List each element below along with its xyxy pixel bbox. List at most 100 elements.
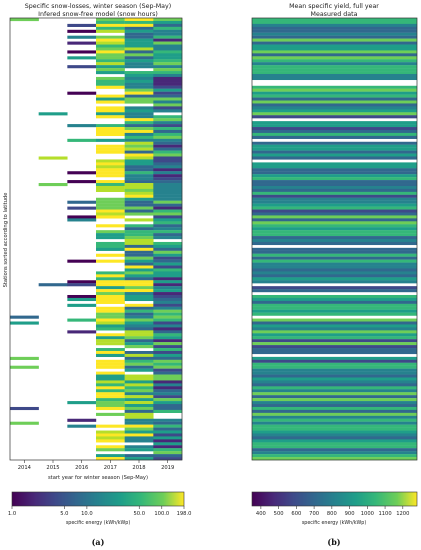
heat-cell bbox=[252, 215, 417, 219]
heat-cell bbox=[252, 277, 417, 281]
heat-cell bbox=[124, 35, 154, 39]
panel-b-frame bbox=[251, 17, 418, 461]
heat-cell bbox=[96, 383, 125, 387]
heat-cell bbox=[67, 318, 97, 322]
heat-cell bbox=[252, 336, 417, 340]
heat-cell bbox=[96, 129, 125, 134]
heat-cell bbox=[153, 206, 183, 210]
heat-cell bbox=[153, 365, 183, 369]
heat-cell bbox=[124, 26, 154, 30]
heat-cell bbox=[96, 353, 125, 358]
heat-cell bbox=[153, 445, 183, 449]
panel-a-x-ticks: 2014 2015 2016 2017 2018 2019 bbox=[18, 460, 174, 471]
heat-cell bbox=[153, 171, 183, 175]
heat-cell bbox=[96, 297, 125, 302]
heat-cell bbox=[252, 180, 417, 184]
heat-cell bbox=[124, 138, 154, 142]
heat-cell bbox=[153, 56, 183, 60]
heat-cell bbox=[124, 292, 154, 296]
heat-cell bbox=[96, 406, 125, 411]
heat-cell bbox=[124, 171, 154, 175]
heat-cell bbox=[96, 171, 125, 175]
heat-cell bbox=[96, 333, 125, 337]
panel-a-title: Specific snow-losses, winter season (Sep… bbox=[25, 3, 171, 10]
heat-cell bbox=[124, 259, 154, 263]
colorbar-tick-label: 500 bbox=[274, 511, 284, 517]
heat-cell bbox=[124, 147, 154, 151]
heat-cell bbox=[96, 206, 125, 210]
heat-cell bbox=[124, 418, 154, 422]
heat-cell bbox=[252, 324, 417, 328]
heat-cell bbox=[252, 442, 417, 446]
heat-cell bbox=[124, 23, 154, 27]
heat-cell bbox=[153, 345, 183, 349]
heat-cell bbox=[96, 300, 125, 304]
heat-cell bbox=[96, 324, 125, 328]
heat-cell bbox=[153, 168, 183, 172]
heat-cell bbox=[153, 103, 183, 107]
heat-cell bbox=[153, 65, 183, 69]
heat-cell bbox=[10, 356, 39, 360]
heat-cell bbox=[124, 141, 154, 145]
heat-cell bbox=[153, 348, 183, 352]
heat-cell bbox=[96, 188, 125, 193]
heat-cell bbox=[96, 127, 125, 131]
heat-cell bbox=[96, 286, 125, 290]
heat-cell bbox=[252, 162, 417, 166]
heat-cell bbox=[124, 109, 154, 113]
heat-cell bbox=[153, 277, 183, 281]
heat-cell bbox=[124, 412, 154, 416]
heat-cell bbox=[96, 76, 125, 81]
heat-cell bbox=[153, 185, 183, 190]
heat-cell bbox=[124, 439, 154, 443]
heat-cell bbox=[153, 224, 183, 228]
heat-cell bbox=[67, 171, 97, 175]
heat-cell bbox=[96, 342, 125, 346]
heat-cell bbox=[96, 59, 125, 63]
heat-cell bbox=[124, 174, 154, 178]
heat-cell bbox=[153, 138, 183, 142]
heat-cell bbox=[252, 85, 417, 89]
heat-cell bbox=[124, 445, 154, 449]
heat-cell bbox=[124, 144, 154, 148]
heat-cell bbox=[124, 203, 154, 207]
heat-cell bbox=[252, 250, 417, 254]
heat-cell bbox=[153, 71, 183, 75]
heat-cell bbox=[124, 362, 154, 366]
heat-cell bbox=[252, 418, 417, 422]
heat-cell bbox=[10, 406, 39, 411]
heat-cell bbox=[96, 412, 125, 416]
heat-cell bbox=[153, 124, 183, 128]
heat-cell bbox=[153, 265, 183, 269]
heat-cell bbox=[252, 18, 417, 22]
heat-cell bbox=[252, 156, 417, 160]
heat-cell bbox=[252, 377, 417, 381]
heat-cell bbox=[124, 386, 154, 390]
heat-cell bbox=[252, 280, 417, 284]
heat-cell bbox=[252, 345, 417, 349]
heat-cell bbox=[124, 239, 154, 243]
colorbar-tick-label: 100.0 bbox=[154, 511, 169, 517]
heat-cell bbox=[124, 303, 154, 307]
heat-cell bbox=[124, 356, 154, 360]
heat-cell bbox=[124, 250, 154, 254]
heat-cell bbox=[124, 327, 154, 331]
heat-cell bbox=[252, 206, 417, 210]
heat-cell bbox=[96, 445, 125, 449]
heat-cell bbox=[252, 141, 417, 145]
heat-cell bbox=[153, 339, 183, 343]
heat-cell bbox=[96, 292, 125, 296]
heat-cell bbox=[124, 415, 154, 419]
heat-cell bbox=[153, 115, 183, 119]
heat-cell bbox=[252, 68, 417, 72]
panel-a-caption: (a) bbox=[92, 537, 105, 547]
heat-cell bbox=[252, 112, 417, 116]
heat-cell bbox=[153, 221, 183, 225]
heat-cell bbox=[124, 20, 154, 25]
colorbar-tick-label: 5.0 bbox=[60, 511, 68, 517]
heat-cell bbox=[124, 135, 154, 139]
heat-cell bbox=[124, 368, 154, 372]
heat-cell bbox=[96, 183, 125, 187]
heat-cell bbox=[96, 162, 125, 166]
heat-cell bbox=[153, 241, 183, 246]
